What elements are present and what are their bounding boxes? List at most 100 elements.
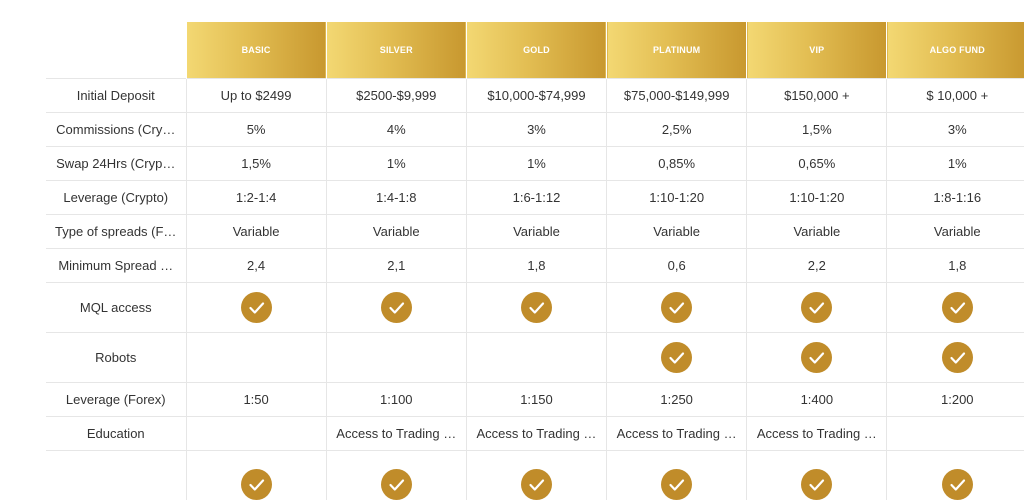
row-label: Commissions (Cry… [46, 113, 186, 147]
cell-basic: Variable [186, 215, 326, 249]
table-row: MQL access [46, 283, 1024, 333]
plan-header-gold: GOLD [466, 22, 606, 79]
cell-algo-fund: 1,8 [887, 249, 1024, 283]
cell-vip: 1,5% [747, 113, 887, 147]
cell-gold: 1,8 [466, 249, 606, 283]
cell-vip: Access to Trading … [747, 417, 887, 451]
row-label: Education [46, 417, 186, 451]
checkmark-circle-icon [661, 469, 692, 500]
cell-algo-fund [887, 417, 1024, 451]
cell-platinum: $75,000-$149,999 [607, 79, 747, 113]
cell-silver [326, 283, 466, 333]
plan-comparison-table: BASIC SILVER GOLD PLATINUM VIP ALGO FUND… [46, 22, 1024, 500]
cell-gold [466, 333, 606, 383]
checkmark-circle-icon [801, 469, 832, 500]
row-label: Swap 24Hrs (Cryp… [46, 147, 186, 181]
cell-platinum [607, 451, 747, 500]
cell-basic: 5% [186, 113, 326, 147]
cell-silver: $2500-$9,999 [326, 79, 466, 113]
cell-basic [186, 417, 326, 451]
checkmark-circle-icon [801, 342, 832, 373]
cell-basic: 1:2-1:4 [186, 181, 326, 215]
table-row: Robots [46, 333, 1024, 383]
row-label: Robots [46, 333, 186, 383]
plan-header-platinum: PLATINUM [607, 22, 747, 79]
cell-basic [186, 333, 326, 383]
row-label [46, 451, 186, 500]
cell-silver [326, 333, 466, 383]
cell-basic [186, 451, 326, 500]
cell-platinum: Variable [607, 215, 747, 249]
cell-basic [186, 283, 326, 333]
checkmark-circle-icon [942, 469, 973, 500]
row-label: Leverage (Forex) [46, 383, 186, 417]
cell-platinum: 1:10-1:20 [607, 181, 747, 215]
cell-silver: 1:4-1:8 [326, 181, 466, 215]
cell-algo-fund: 3% [887, 113, 1024, 147]
checkmark-circle-icon [661, 292, 692, 323]
cell-gold: 3% [466, 113, 606, 147]
table-row: Swap 24Hrs (Cryp…1,5%1%1%0,85%0,65%1% [46, 147, 1024, 181]
cell-vip: Variable [747, 215, 887, 249]
plan-header-basic: BASIC [186, 22, 326, 79]
checkmark-circle-icon [521, 292, 552, 323]
cell-vip: 1:400 [747, 383, 887, 417]
checkmark-circle-icon [661, 342, 692, 373]
checkmark-circle-icon [241, 469, 272, 500]
cell-gold [466, 283, 606, 333]
cell-platinum: Access to Trading … [607, 417, 747, 451]
checkmark-circle-icon [381, 292, 412, 323]
header-corner [46, 22, 186, 79]
plan-header-vip: VIP [747, 22, 887, 79]
cell-gold: $10,000-$74,999 [466, 79, 606, 113]
checkmark-circle-icon [381, 469, 412, 500]
plan-header-silver: SILVER [326, 22, 466, 79]
cell-gold: Variable [466, 215, 606, 249]
cell-algo-fund [887, 333, 1024, 383]
cell-vip: 0,65% [747, 147, 887, 181]
cell-gold: Access to Trading … [466, 417, 606, 451]
cell-basic: 1,5% [186, 147, 326, 181]
cell-platinum: 2,5% [607, 113, 747, 147]
plan-header-algo-fund: ALGO FUND [887, 22, 1024, 79]
checkmark-circle-icon [942, 342, 973, 373]
row-label: Type of spreads (F… [46, 215, 186, 249]
cell-silver: 1% [326, 147, 466, 181]
cell-gold [466, 451, 606, 500]
cell-silver: 1:100 [326, 383, 466, 417]
cell-vip: 1:10-1:20 [747, 181, 887, 215]
cell-platinum: 0,6 [607, 249, 747, 283]
cell-platinum: 1:250 [607, 383, 747, 417]
cell-silver: 2,1 [326, 249, 466, 283]
row-label: MQL access [46, 283, 186, 333]
cell-vip: $150,000 + [747, 79, 887, 113]
plan-header-row: BASIC SILVER GOLD PLATINUM VIP ALGO FUND [46, 22, 1024, 79]
cell-vip [747, 283, 887, 333]
checkmark-circle-icon [241, 292, 272, 323]
cell-gold: 1:6-1:12 [466, 181, 606, 215]
cell-gold: 1% [466, 147, 606, 181]
cell-algo-fund: 1% [887, 147, 1024, 181]
cell-platinum [607, 333, 747, 383]
cell-platinum [607, 283, 747, 333]
table-row [46, 451, 1024, 500]
checkmark-circle-icon [801, 292, 832, 323]
cell-basic: 1:50 [186, 383, 326, 417]
cell-basic: Up to $2499 [186, 79, 326, 113]
row-label: Minimum Spread … [46, 249, 186, 283]
cell-algo-fund: $ 10,000 + [887, 79, 1024, 113]
pricing-table-container: BASIC SILVER GOLD PLATINUM VIP ALGO FUND… [46, 22, 1024, 500]
cell-silver: Access to Trading … [326, 417, 466, 451]
cell-basic: 2,4 [186, 249, 326, 283]
cell-algo-fund: 1:200 [887, 383, 1024, 417]
cell-vip [747, 451, 887, 500]
row-label: Leverage (Crypto) [46, 181, 186, 215]
cell-algo-fund [887, 451, 1024, 500]
row-label: Initial Deposit [46, 79, 186, 113]
table-row: Commissions (Cry…5%4%3%2,5%1,5%3% [46, 113, 1024, 147]
